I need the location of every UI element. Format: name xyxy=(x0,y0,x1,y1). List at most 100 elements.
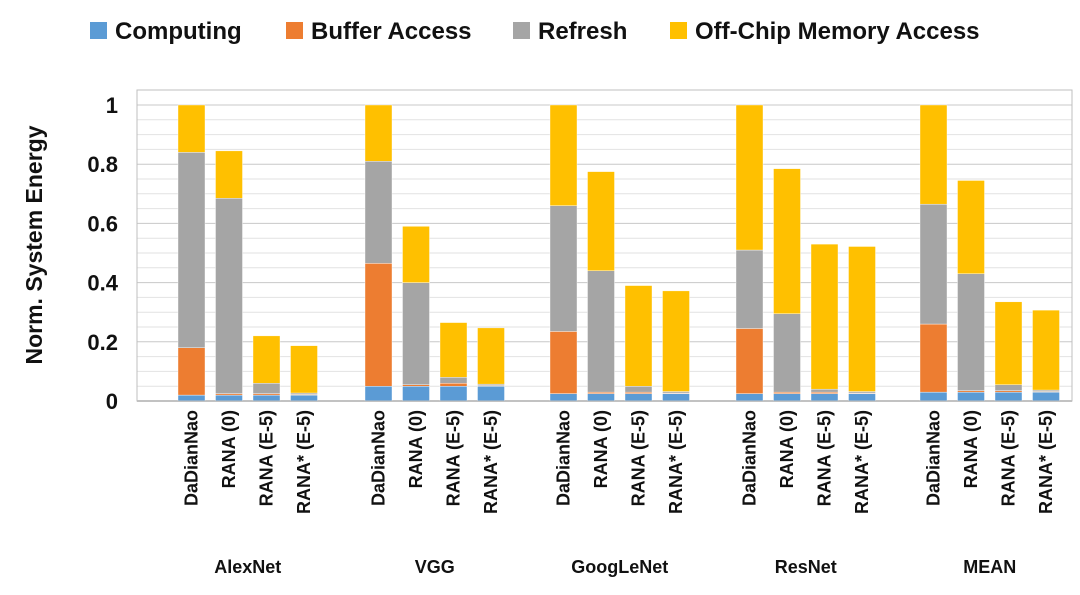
legend-swatch xyxy=(513,22,530,39)
bar-segment-computing xyxy=(624,393,653,402)
bar-segment-computing xyxy=(402,386,430,402)
bar-segment-computing xyxy=(587,393,615,402)
bar-segment-computing xyxy=(252,394,281,402)
x-category-label: RANA (0) xyxy=(406,410,426,488)
bar-segment-refresh xyxy=(477,383,505,386)
bar-segment-off-chip-memory-access xyxy=(957,180,985,274)
x-category-label: RANA* (E-5) xyxy=(852,410,872,514)
y-tick-label: 1 xyxy=(106,93,118,118)
bar-segment-off-chip-memory-access xyxy=(477,327,505,385)
x-group-label: VGG xyxy=(415,557,455,577)
bar-segment-buffer-access xyxy=(439,383,468,387)
x-category-label: RANA (0) xyxy=(777,410,797,488)
bar-segment-refresh xyxy=(735,249,764,329)
bar-segment-buffer-access xyxy=(549,331,578,394)
bar-segment-off-chip-memory-access xyxy=(994,301,1023,385)
y-tick-label: 0.6 xyxy=(87,211,118,236)
x-group-label: MEAN xyxy=(963,557,1016,577)
bar-segment-computing xyxy=(177,394,206,402)
bar-segment-refresh xyxy=(549,205,578,332)
bar-segment-buffer-access xyxy=(624,391,653,394)
x-category-label: DaDianNao xyxy=(369,410,389,506)
bar-segment-computing xyxy=(735,393,764,402)
bar-segment-computing xyxy=(919,391,948,402)
bar-segment-computing xyxy=(215,394,243,402)
bar-segment-buffer-access xyxy=(735,328,764,394)
x-category-label: RANA (0) xyxy=(591,410,611,488)
x-group-label: AlexNet xyxy=(214,557,281,577)
legend-label: Refresh xyxy=(538,18,627,45)
y-tick-label: 0.4 xyxy=(87,271,118,296)
legend-swatch xyxy=(90,22,107,39)
bar-segment-computing xyxy=(810,393,839,402)
x-category-label: RANA (E-5) xyxy=(815,410,835,506)
x-category-label: DaDianNao xyxy=(554,410,574,506)
x-category-label: DaDianNao xyxy=(182,410,202,506)
x-group-label: ResNet xyxy=(775,557,837,577)
bar-segment-computing xyxy=(773,393,801,402)
x-category-label: RANA* (E-5) xyxy=(481,410,501,514)
bar-segment-computing xyxy=(364,386,393,402)
bar-segment-refresh xyxy=(587,270,615,393)
x-category-label: RANA (0) xyxy=(219,410,239,488)
bar-segment-refresh xyxy=(994,384,1023,391)
bar-segment-buffer-access xyxy=(215,393,243,396)
x-category-label: RANA* (E-5) xyxy=(1036,410,1056,514)
y-axis-ticks: 0 0.2 0.4 0.6 0.8 1 xyxy=(87,93,118,414)
bars xyxy=(177,104,1060,402)
bar-segment-refresh xyxy=(439,377,468,384)
bar-segment-buffer-access xyxy=(587,391,615,394)
bar-segment-computing xyxy=(848,393,876,402)
x-category-label: RANA* (E-5) xyxy=(666,410,686,514)
bar-segment-refresh xyxy=(402,282,430,385)
bar-segment-refresh xyxy=(957,273,985,391)
legend-swatch xyxy=(670,22,687,39)
bar-segment-off-chip-memory-access xyxy=(848,246,876,392)
bar-segment-refresh xyxy=(290,392,318,395)
plot-frame xyxy=(136,89,1073,402)
legend-label: Buffer Access xyxy=(311,18,472,45)
bar-segment-off-chip-memory-access xyxy=(735,104,764,251)
bar-segment-off-chip-memory-access xyxy=(549,104,578,206)
bar-segment-refresh xyxy=(1032,389,1060,392)
bar-segment-refresh xyxy=(662,391,690,394)
bar-segment-refresh xyxy=(919,203,948,325)
bar-segment-refresh xyxy=(252,383,281,394)
x-category-label: DaDianNao xyxy=(740,410,760,506)
x-axis-group-labels: AlexNet VGG GoogLeNet ResNet MEAN xyxy=(214,557,1016,577)
y-axis-label: Norm. System Energy xyxy=(21,125,47,364)
bar-segment-refresh xyxy=(364,161,393,264)
bar-segment-off-chip-memory-access xyxy=(624,285,653,387)
x-group-label: GoogLeNet xyxy=(571,557,668,577)
bar-segment-buffer-access xyxy=(957,390,985,393)
bar-segment-off-chip-memory-access xyxy=(252,335,281,384)
bar-segment-off-chip-memory-access xyxy=(215,150,243,199)
bar-segment-buffer-access xyxy=(810,391,839,394)
bar-segment-refresh xyxy=(810,388,839,393)
bar-segment-off-chip-memory-access xyxy=(1032,309,1060,391)
bar-segment-buffer-access xyxy=(177,347,206,396)
x-category-label: RANA (E-5) xyxy=(629,410,649,506)
bar-segment-computing xyxy=(957,391,985,402)
bar-segment-refresh xyxy=(177,152,206,348)
bar-segment-buffer-access xyxy=(773,391,801,394)
legend-swatch xyxy=(286,22,303,39)
x-category-label: RANA (E-5) xyxy=(444,410,464,506)
bar-segment-computing xyxy=(439,386,468,402)
bar-segment-refresh xyxy=(773,313,801,393)
x-category-label: RANA (E-5) xyxy=(257,410,277,506)
y-tick-label: 0.8 xyxy=(87,152,118,177)
bar-segment-off-chip-memory-access xyxy=(587,171,615,271)
bar-segment-computing xyxy=(549,393,578,402)
bar-segment-buffer-access xyxy=(402,384,430,387)
bar-segment-refresh xyxy=(215,198,243,394)
legend: Computing Buffer Access Refresh Off-Chip Me… xyxy=(90,18,980,45)
x-category-label: RANA (0) xyxy=(961,410,981,488)
x-category-label: RANA (E-5) xyxy=(999,410,1019,506)
bar-segment-off-chip-memory-access xyxy=(439,322,468,378)
bar-segment-off-chip-memory-access xyxy=(364,104,393,162)
bar-segment-off-chip-memory-access xyxy=(773,168,801,314)
bar-segment-off-chip-memory-access xyxy=(177,104,206,153)
bar-segment-computing xyxy=(1032,391,1060,402)
